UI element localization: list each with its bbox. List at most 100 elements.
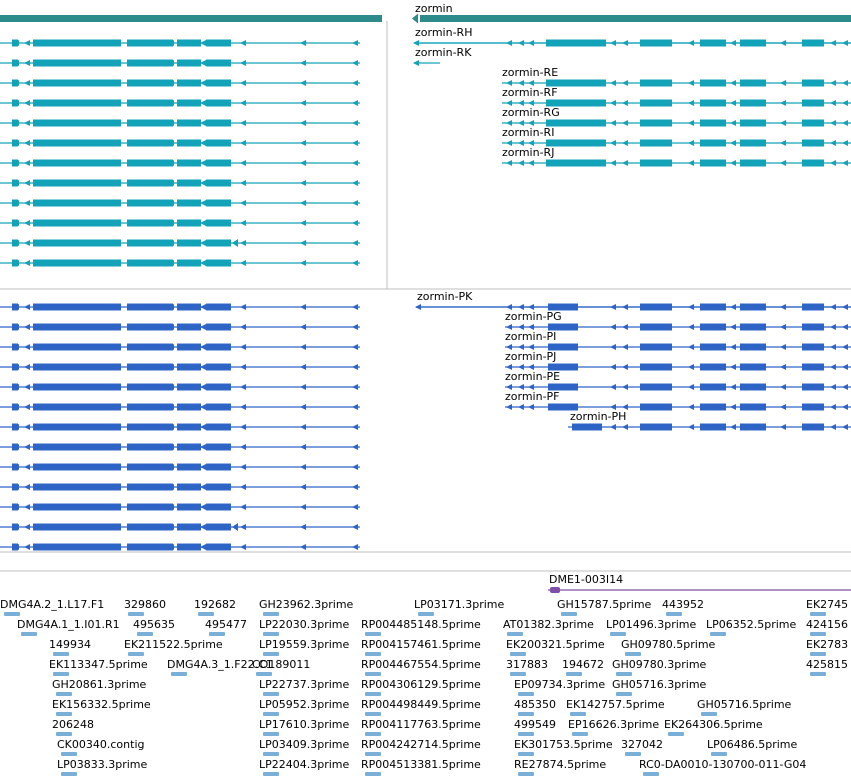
est-feature[interactable] — [666, 612, 682, 616]
est-feature[interactable] — [365, 692, 381, 696]
est-label[interactable]: AT01382.3prime — [503, 618, 594, 631]
est-feature[interactable] — [198, 612, 214, 616]
est-label[interactable]: LP06486.5prime — [707, 738, 798, 751]
est-label[interactable]: RP004513381.5prime — [361, 758, 481, 771]
est-feature[interactable] — [263, 612, 279, 616]
est-feature[interactable] — [53, 672, 69, 676]
est-feature[interactable] — [61, 772, 77, 776]
est-label[interactable]: LP03833.3prime — [57, 758, 148, 771]
est-feature[interactable] — [518, 692, 534, 696]
exon-block[interactable] — [206, 503, 231, 511]
exon-block[interactable] — [177, 39, 201, 47]
exon-block[interactable] — [206, 303, 231, 311]
exon-block[interactable] — [33, 323, 121, 331]
exon-block[interactable] — [33, 503, 121, 511]
exon-block[interactable] — [33, 179, 121, 187]
exon-block[interactable] — [33, 199, 121, 207]
exon-block[interactable] — [700, 363, 726, 371]
exon-block[interactable] — [572, 423, 602, 431]
exon-block[interactable] — [177, 543, 201, 551]
exon-block[interactable] — [546, 139, 578, 147]
exon-block[interactable] — [700, 343, 726, 351]
est-feature[interactable] — [610, 632, 626, 636]
primer-label[interactable]: DME1-003I14 — [549, 573, 623, 586]
est-label[interactable]: EK301753.5prime — [514, 738, 613, 751]
exon-block[interactable] — [578, 159, 606, 167]
est-feature[interactable] — [365, 752, 381, 756]
exon-block[interactable] — [578, 79, 606, 87]
est-feature[interactable] — [570, 712, 586, 716]
est-label[interactable]: LP19559.3prime — [259, 638, 350, 651]
est-feature[interactable] — [53, 652, 69, 656]
transcript-label[interactable]: zormin-PE — [505, 370, 560, 383]
exon-block[interactable] — [177, 423, 201, 431]
est-label[interactable]: GH20861.3prime — [52, 678, 147, 691]
exon-block[interactable] — [177, 179, 201, 187]
est-label[interactable]: GH05716.3prime — [612, 678, 707, 691]
est-label[interactable]: EK2745 — [806, 598, 848, 611]
exon-block[interactable] — [740, 119, 766, 127]
est-label[interactable]: RE27874.5prime — [514, 758, 606, 771]
exon-block[interactable] — [127, 463, 173, 471]
est-label[interactable]: LP22030.3prime — [259, 618, 350, 631]
est-feature[interactable] — [263, 652, 279, 656]
est-feature[interactable] — [810, 632, 826, 636]
exon-block[interactable] — [740, 79, 766, 87]
exon-block[interactable] — [700, 159, 726, 167]
exon-block[interactable] — [206, 139, 231, 147]
exon-block[interactable] — [802, 423, 824, 431]
exon-block[interactable] — [127, 139, 173, 147]
est-feature[interactable] — [566, 672, 582, 676]
exon-block[interactable] — [700, 79, 726, 87]
transcript-label[interactable]: zormin-PI — [505, 330, 556, 343]
exon-block[interactable] — [177, 119, 201, 127]
est-feature[interactable] — [518, 752, 534, 756]
est-feature[interactable] — [365, 632, 381, 636]
est-feature[interactable] — [365, 732, 381, 736]
exon-block[interactable] — [548, 303, 578, 311]
est-feature[interactable] — [561, 612, 577, 616]
est-feature[interactable] — [510, 652, 526, 656]
est-label[interactable]: CK00340.contig — [57, 738, 144, 751]
exon-block[interactable] — [802, 323, 824, 331]
est-feature[interactable] — [810, 612, 826, 616]
est-feature[interactable] — [510, 672, 526, 676]
est-label[interactable]: LP01496.3prime — [606, 618, 697, 631]
est-feature[interactable] — [171, 672, 187, 676]
est-feature[interactable] — [365, 712, 381, 716]
exon-block[interactable] — [740, 99, 766, 107]
exon-block[interactable] — [740, 423, 766, 431]
est-feature[interactable] — [137, 632, 153, 636]
exon-block[interactable] — [177, 159, 201, 167]
est-feature[interactable] — [56, 692, 72, 696]
exon-block[interactable] — [548, 383, 578, 391]
exon-block[interactable] — [700, 323, 726, 331]
est-feature[interactable] — [263, 692, 279, 696]
est-feature[interactable] — [128, 652, 144, 656]
exon-block[interactable] — [740, 139, 766, 147]
est-feature[interactable] — [365, 672, 381, 676]
exon-block[interactable] — [740, 403, 766, 411]
est-label[interactable]: EK2783 — [806, 638, 848, 651]
exon-block[interactable] — [640, 79, 672, 87]
exon-block[interactable] — [127, 403, 173, 411]
exon-block[interactable] — [33, 79, 121, 87]
exon-block[interactable] — [127, 119, 173, 127]
exon-block[interactable] — [177, 99, 201, 107]
exon-block[interactable] — [802, 39, 824, 47]
exon-block[interactable] — [700, 99, 726, 107]
exon-block[interactable] — [802, 403, 824, 411]
exon-block[interactable] — [206, 199, 231, 207]
exon-block[interactable] — [127, 259, 173, 267]
exon-block[interactable] — [177, 383, 201, 391]
est-label[interactable]: DMG4A.3_1.F22.C1 — [167, 658, 273, 671]
exon-block[interactable] — [33, 139, 121, 147]
exon-block[interactable] — [127, 343, 173, 351]
exon-block[interactable] — [127, 323, 173, 331]
exon-block[interactable] — [206, 59, 231, 67]
est-label[interactable]: 495635 — [133, 618, 175, 631]
est-feature[interactable] — [21, 632, 37, 636]
exon-block[interactable] — [206, 179, 231, 187]
est-label[interactable]: LP22404.3prime — [259, 758, 350, 771]
est-feature[interactable] — [365, 652, 381, 656]
